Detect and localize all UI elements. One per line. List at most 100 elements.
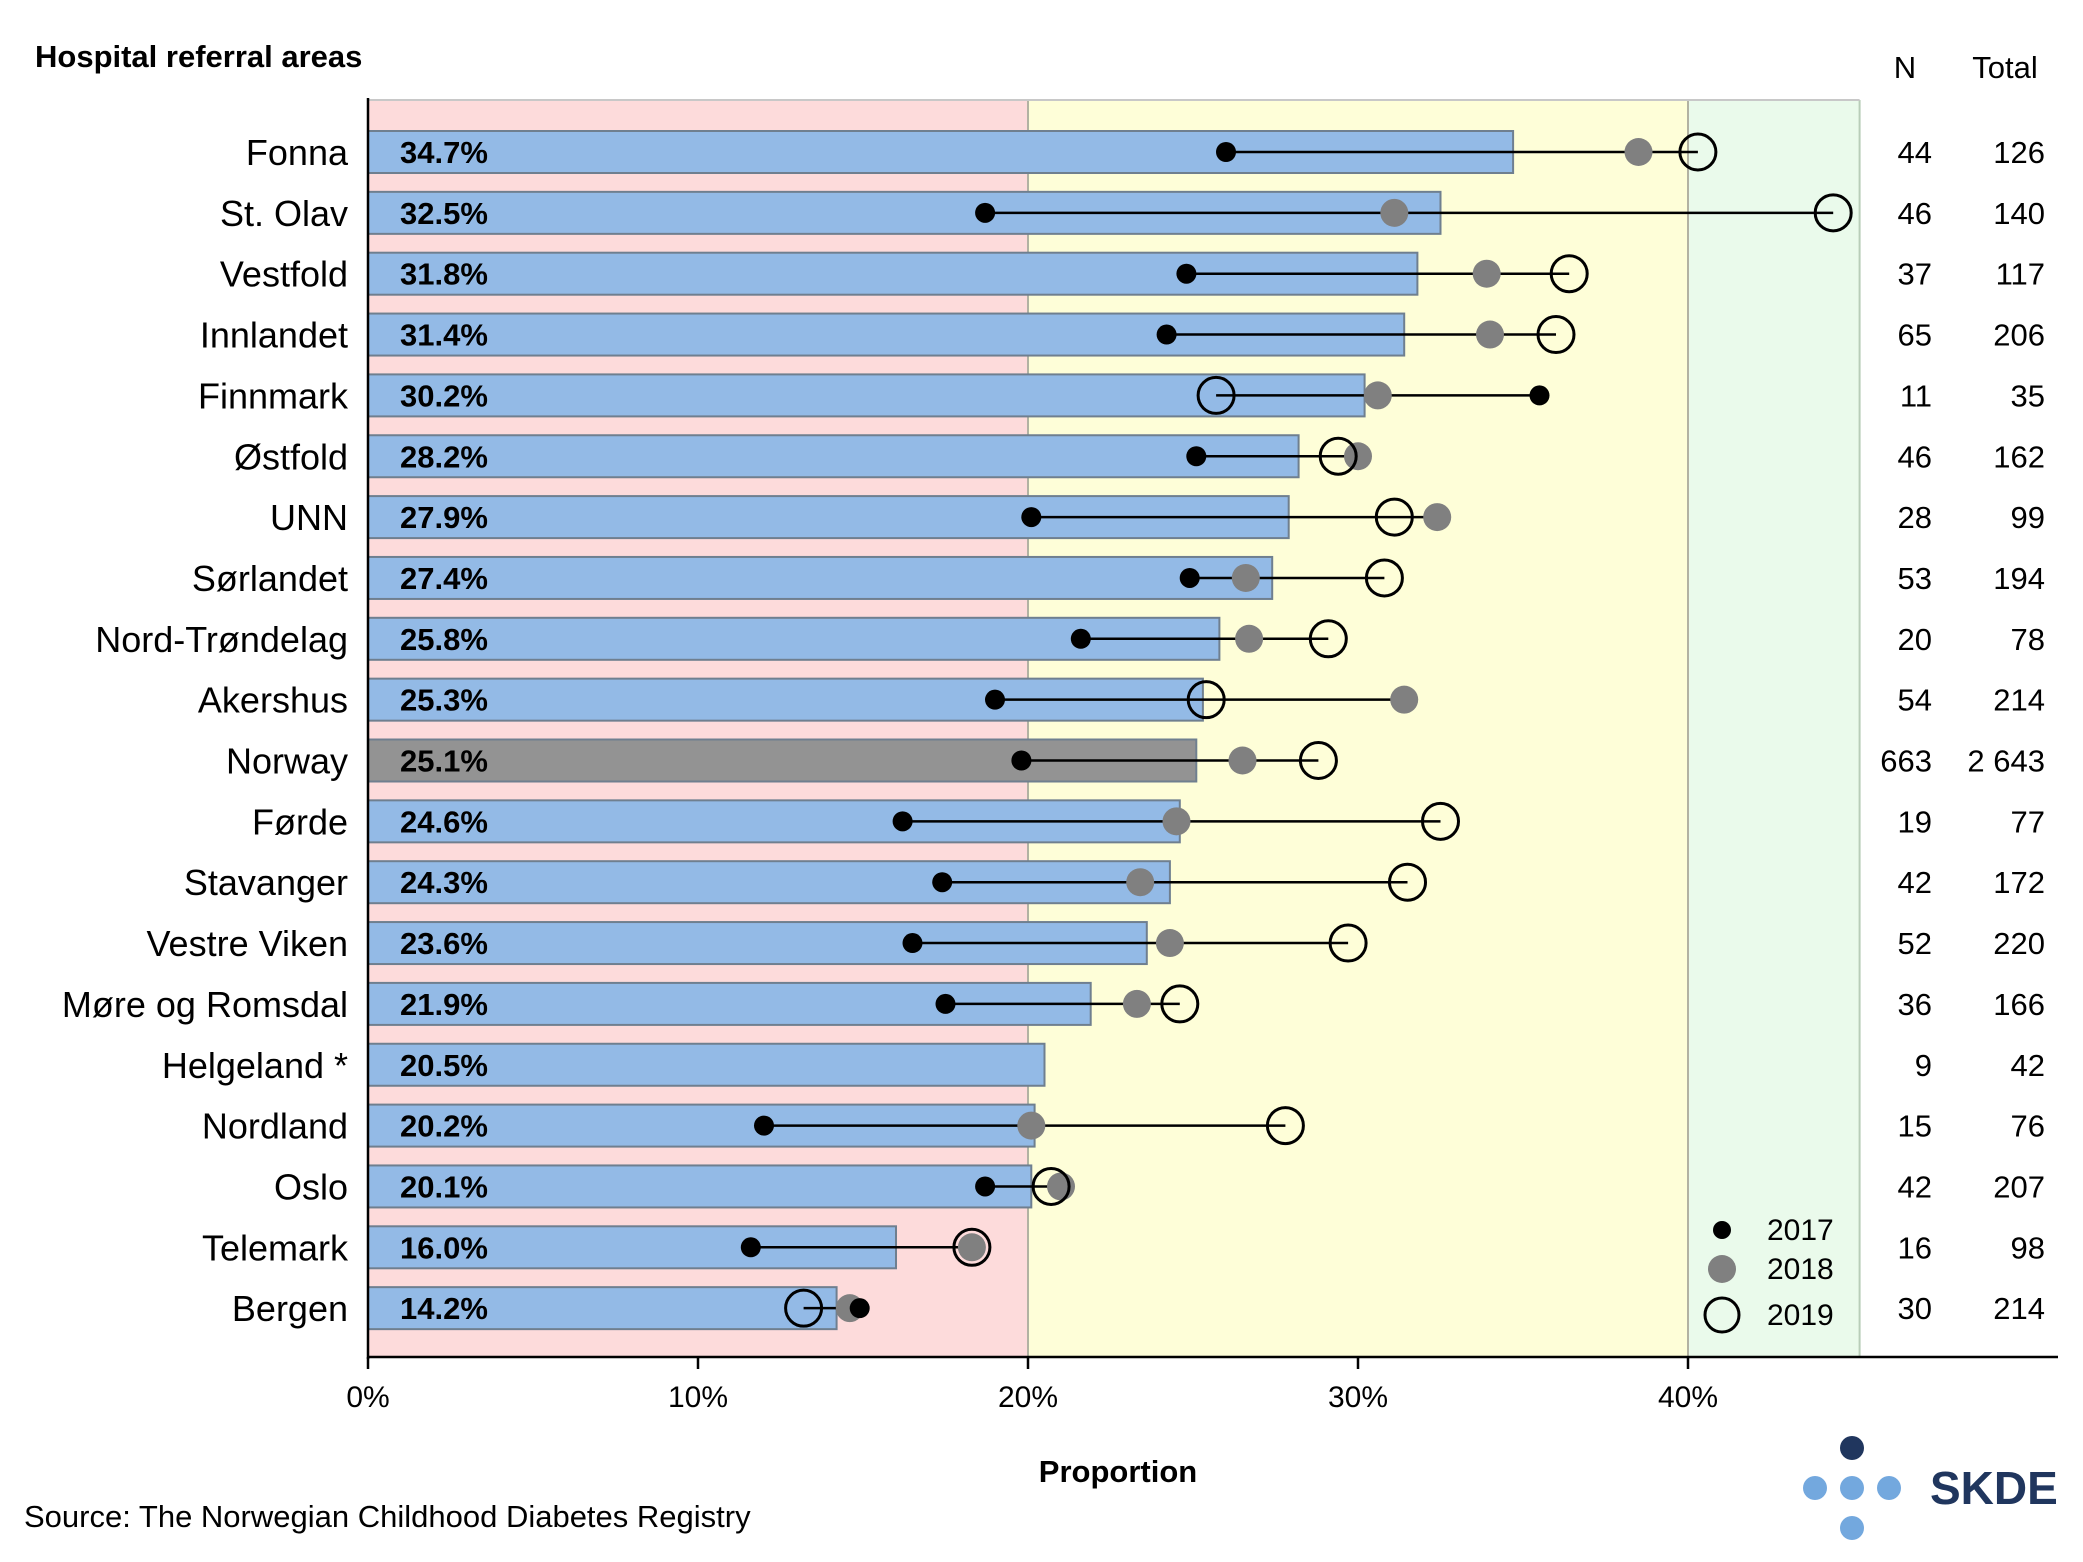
total-value: 206: [1993, 318, 2045, 353]
marker-2018-østfold: [1344, 442, 1372, 471]
marker-2018-førde: [1162, 807, 1191, 836]
bar-sørlandet: [367, 555, 1274, 600]
bar-value-label: 20.5%: [400, 1048, 488, 1083]
n-value: 9: [1915, 1048, 1932, 1083]
total-value: 98: [2011, 1230, 2045, 1265]
bar-value-label: 27.4%: [400, 561, 488, 596]
marker-2018-finnmark: [1363, 381, 1392, 410]
category-label-finnmark: Finnmark: [198, 375, 349, 416]
category-label-møre-og-romsdal: Møre og Romsdal: [62, 984, 348, 1025]
category-label-stavanger: Stavanger: [184, 862, 348, 903]
bar-value-label: 31.8%: [400, 257, 488, 292]
bar-value-label: 20.1%: [400, 1169, 488, 1204]
marker-2019-telemark: [952, 1227, 992, 1267]
n-value: 53: [1898, 561, 1932, 596]
marker-2018-nordland: [1017, 1111, 1046, 1140]
marker-2018-innlandet: [1476, 320, 1504, 349]
x-tick-label: 0%: [346, 1381, 389, 1414]
legend-marker-2018: [1708, 1255, 1736, 1283]
logo-dot-right: [1877, 1476, 1901, 1500]
category-label-st-olav: St. Olav: [220, 193, 348, 234]
marker-2019-sørlandet: [1364, 558, 1404, 598]
marker-2018-norway: [1228, 746, 1257, 775]
category-labels: Fonna St. Olav Vestfold Innlandet Finnmark Øs…: [62, 132, 349, 1329]
n-value: 44: [1898, 135, 1932, 170]
x-tick-label: 30%: [1328, 1381, 1388, 1414]
legend-marker-2019: [1703, 1296, 1741, 1334]
legend-label-2018: 2018: [1767, 1253, 1834, 1286]
bar-bergen: [367, 1286, 838, 1331]
n-value: 54: [1898, 683, 1932, 718]
marker-2018-sørlandet: [1231, 563, 1260, 592]
zone-mid: [1028, 100, 1688, 1357]
marker-2019-akershus: [1186, 680, 1226, 720]
n-value: 36: [1898, 987, 1932, 1022]
bar-value-label: 23.6%: [400, 926, 488, 961]
bar-value-label: 34.7%: [400, 135, 488, 170]
marker-2019-bergen: [784, 1288, 824, 1328]
bar-value-label: 30.2%: [400, 378, 488, 413]
year-range-lines: [750, 150, 1834, 1310]
marker-2019-vestfold: [1549, 254, 1589, 294]
category-label-førde: Førde: [252, 801, 348, 842]
total-value: 220: [1993, 926, 2045, 961]
marker-2017-stavanger: [932, 872, 953, 893]
marker-2018-st-olav: [1380, 198, 1409, 227]
bar-value-label: 31.4%: [400, 318, 488, 353]
marker-2018-vestfold: [1472, 259, 1501, 288]
marker-2017-sørlandet: [1179, 567, 1200, 588]
n-value: 37: [1898, 257, 1932, 292]
marker-2017-telemark: [740, 1237, 761, 1258]
category-label-helgeland: Helgeland *: [162, 1045, 348, 1086]
x-tick-label: 20%: [998, 1381, 1058, 1414]
col-header-total: Total: [1972, 50, 2037, 85]
logo-dot-top: [1840, 1436, 1864, 1460]
total-value: 78: [2011, 622, 2045, 657]
col-header-n: N: [1894, 50, 1916, 85]
marker-2017-bergen: [849, 1298, 870, 1319]
bar-helgeland: [367, 1042, 1046, 1087]
marker-2019-innlandet: [1536, 315, 1576, 355]
n-value: 65: [1898, 318, 1932, 353]
marker-2017-innlandet: [1156, 324, 1177, 345]
marker-2017-nord-trøndelag: [1070, 628, 1091, 649]
n-value: 52: [1898, 926, 1932, 961]
n-value: 46: [1898, 439, 1932, 474]
category-label-nordland: Nordland: [202, 1106, 348, 1147]
n-value: 46: [1898, 196, 1932, 231]
total-value: 162: [1993, 439, 2045, 474]
marker-2017-vestfold: [1176, 263, 1197, 284]
total-value: 172: [1993, 865, 2045, 900]
marker-2019-nordland: [1265, 1106, 1305, 1146]
category-label-telemark: Telemark: [202, 1227, 349, 1268]
total-value: 166: [1993, 987, 2045, 1022]
category-label-norway: Norway: [226, 741, 348, 782]
marker-2017-st-olav: [975, 202, 996, 223]
logo-dot-bottom: [1840, 1516, 1864, 1540]
marker-2017-finnmark: [1529, 385, 1550, 406]
source-note: Source: The Norwegian Childhood Diabetes…: [24, 1499, 751, 1534]
bar-value-label: 20.2%: [400, 1109, 488, 1144]
total-value: 35: [2011, 378, 2045, 413]
marker-2019-stavanger: [1388, 862, 1427, 902]
total-value: 126: [1993, 135, 2045, 170]
marker-2017-akershus: [985, 689, 1005, 710]
marker-2019-unn: [1374, 497, 1414, 537]
marker-2019-norway: [1298, 741, 1338, 780]
category-label-unn: UNN: [270, 497, 348, 538]
n-value: 16: [1898, 1230, 1932, 1265]
n-value: 20: [1898, 622, 1932, 657]
n-value: 19: [1898, 804, 1932, 839]
category-label-akershus: Akershus: [198, 680, 348, 721]
marker-2017-unn: [1021, 507, 1042, 528]
marker-2017-østfold: [1186, 446, 1207, 467]
total-value: 76: [2011, 1109, 2045, 1144]
marker-2018-oslo: [1047, 1172, 1075, 1201]
category-label-fonna: Fonna: [246, 132, 349, 173]
bar-value-label: 28.2%: [400, 439, 488, 474]
marker-2018-unn: [1423, 503, 1452, 532]
marker-2019-fonna: [1678, 132, 1718, 172]
zone-high: [1688, 100, 1860, 1357]
marker-2017-møre-og-romsdal: [935, 993, 956, 1014]
